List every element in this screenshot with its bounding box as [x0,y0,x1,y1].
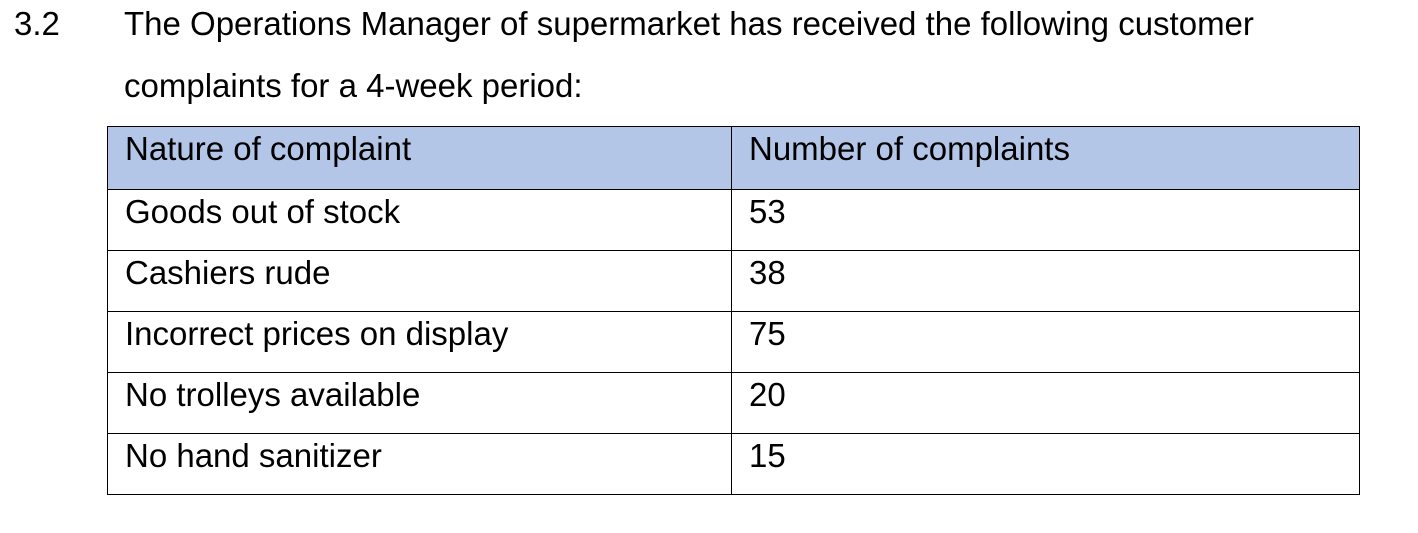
question-number: 3.2 [14,5,60,42]
complaint-nature-cell: Goods out of stock [107,189,732,251]
header-nature-of-complaint: Nature of complaint [107,126,732,190]
complaint-count-cell: 20 [731,372,1360,434]
table-row: No hand sanitizer 15 [107,433,1360,495]
table-header-row: Nature of complaint Number of complaints [107,126,1360,190]
question-text-line-1: The Operations Manager of supermarket ha… [124,5,1254,42]
question-text-line-2: complaints for a 4-week period: [124,67,583,104]
complaint-nature-cell: No trolleys available [107,372,732,434]
complaint-count-cell: 15 [731,433,1360,495]
complaint-nature-cell: Cashiers rude [107,250,732,312]
complaint-count-cell: 75 [731,311,1360,373]
complaints-table: Nature of complaint Number of complaints… [107,126,1360,495]
table-row: Cashiers rude 38 [107,250,1360,312]
table-row: Incorrect prices on display 75 [107,311,1360,373]
complaint-nature-cell: No hand sanitizer [107,433,732,495]
complaint-nature-cell: Incorrect prices on display [107,311,732,373]
table-row: No trolleys available 20 [107,372,1360,434]
table-row: Goods out of stock 53 [107,189,1360,251]
header-number-of-complaints: Number of complaints [731,126,1360,190]
complaint-count-cell: 38 [731,250,1360,312]
complaint-count-cell: 53 [731,189,1360,251]
